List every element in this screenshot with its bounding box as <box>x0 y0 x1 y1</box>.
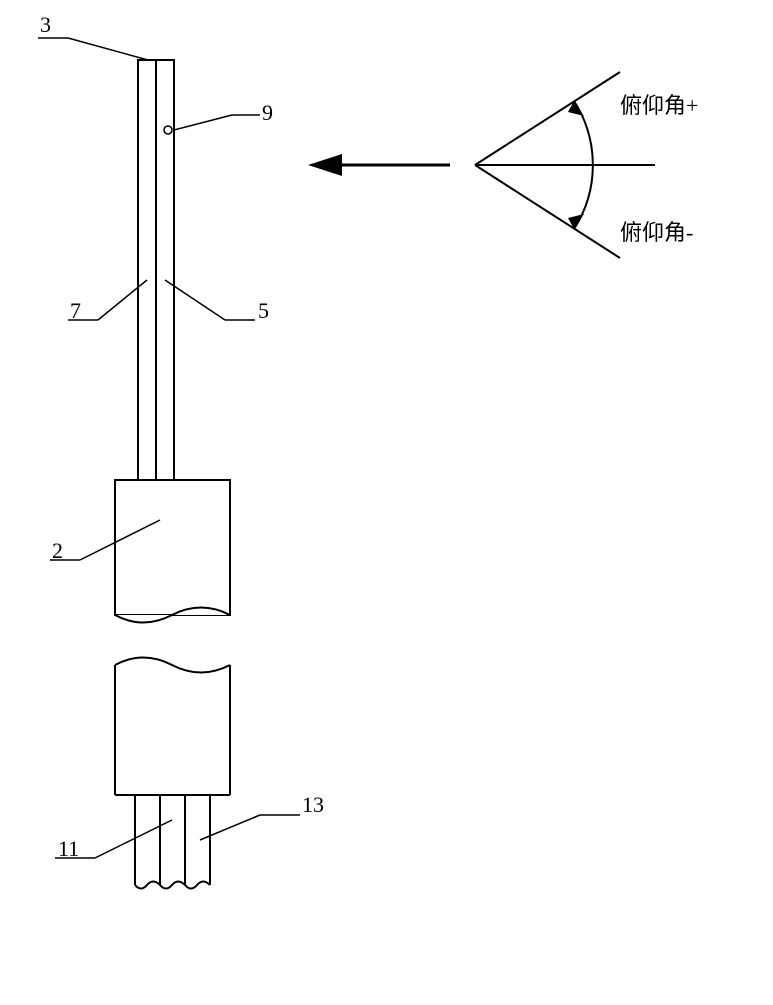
label-pitch-plus: 俯仰角+ <box>620 88 698 120</box>
cable-break-2 <box>160 882 185 889</box>
direction-arrow-head <box>308 154 342 176</box>
cable-break-3 <box>185 882 210 889</box>
label-5: 5 <box>258 298 269 324</box>
diagram-svg <box>0 0 773 1000</box>
pivot-circle <box>164 126 172 134</box>
label-13: 13 <box>302 792 324 818</box>
leader-9-d <box>174 115 232 130</box>
label-9: 9 <box>262 100 273 126</box>
label-2: 2 <box>52 538 63 564</box>
cable-break-1 <box>135 882 160 889</box>
angle-lower-ray <box>475 165 620 258</box>
tube-upper <box>115 480 230 615</box>
break-wave-lower <box>115 658 230 673</box>
technical-diagram: 3 9 7 5 2 11 13 俯仰角+ 俯仰角- <box>0 0 773 1000</box>
leader-3-d <box>68 38 148 60</box>
label-3: 3 <box>40 12 51 38</box>
label-11: 11 <box>58 836 79 862</box>
angle-upper-ray <box>475 72 620 165</box>
leader-7-d <box>98 280 147 320</box>
label-7: 7 <box>70 298 81 324</box>
label-pitch-minus: 俯仰角- <box>620 215 693 247</box>
